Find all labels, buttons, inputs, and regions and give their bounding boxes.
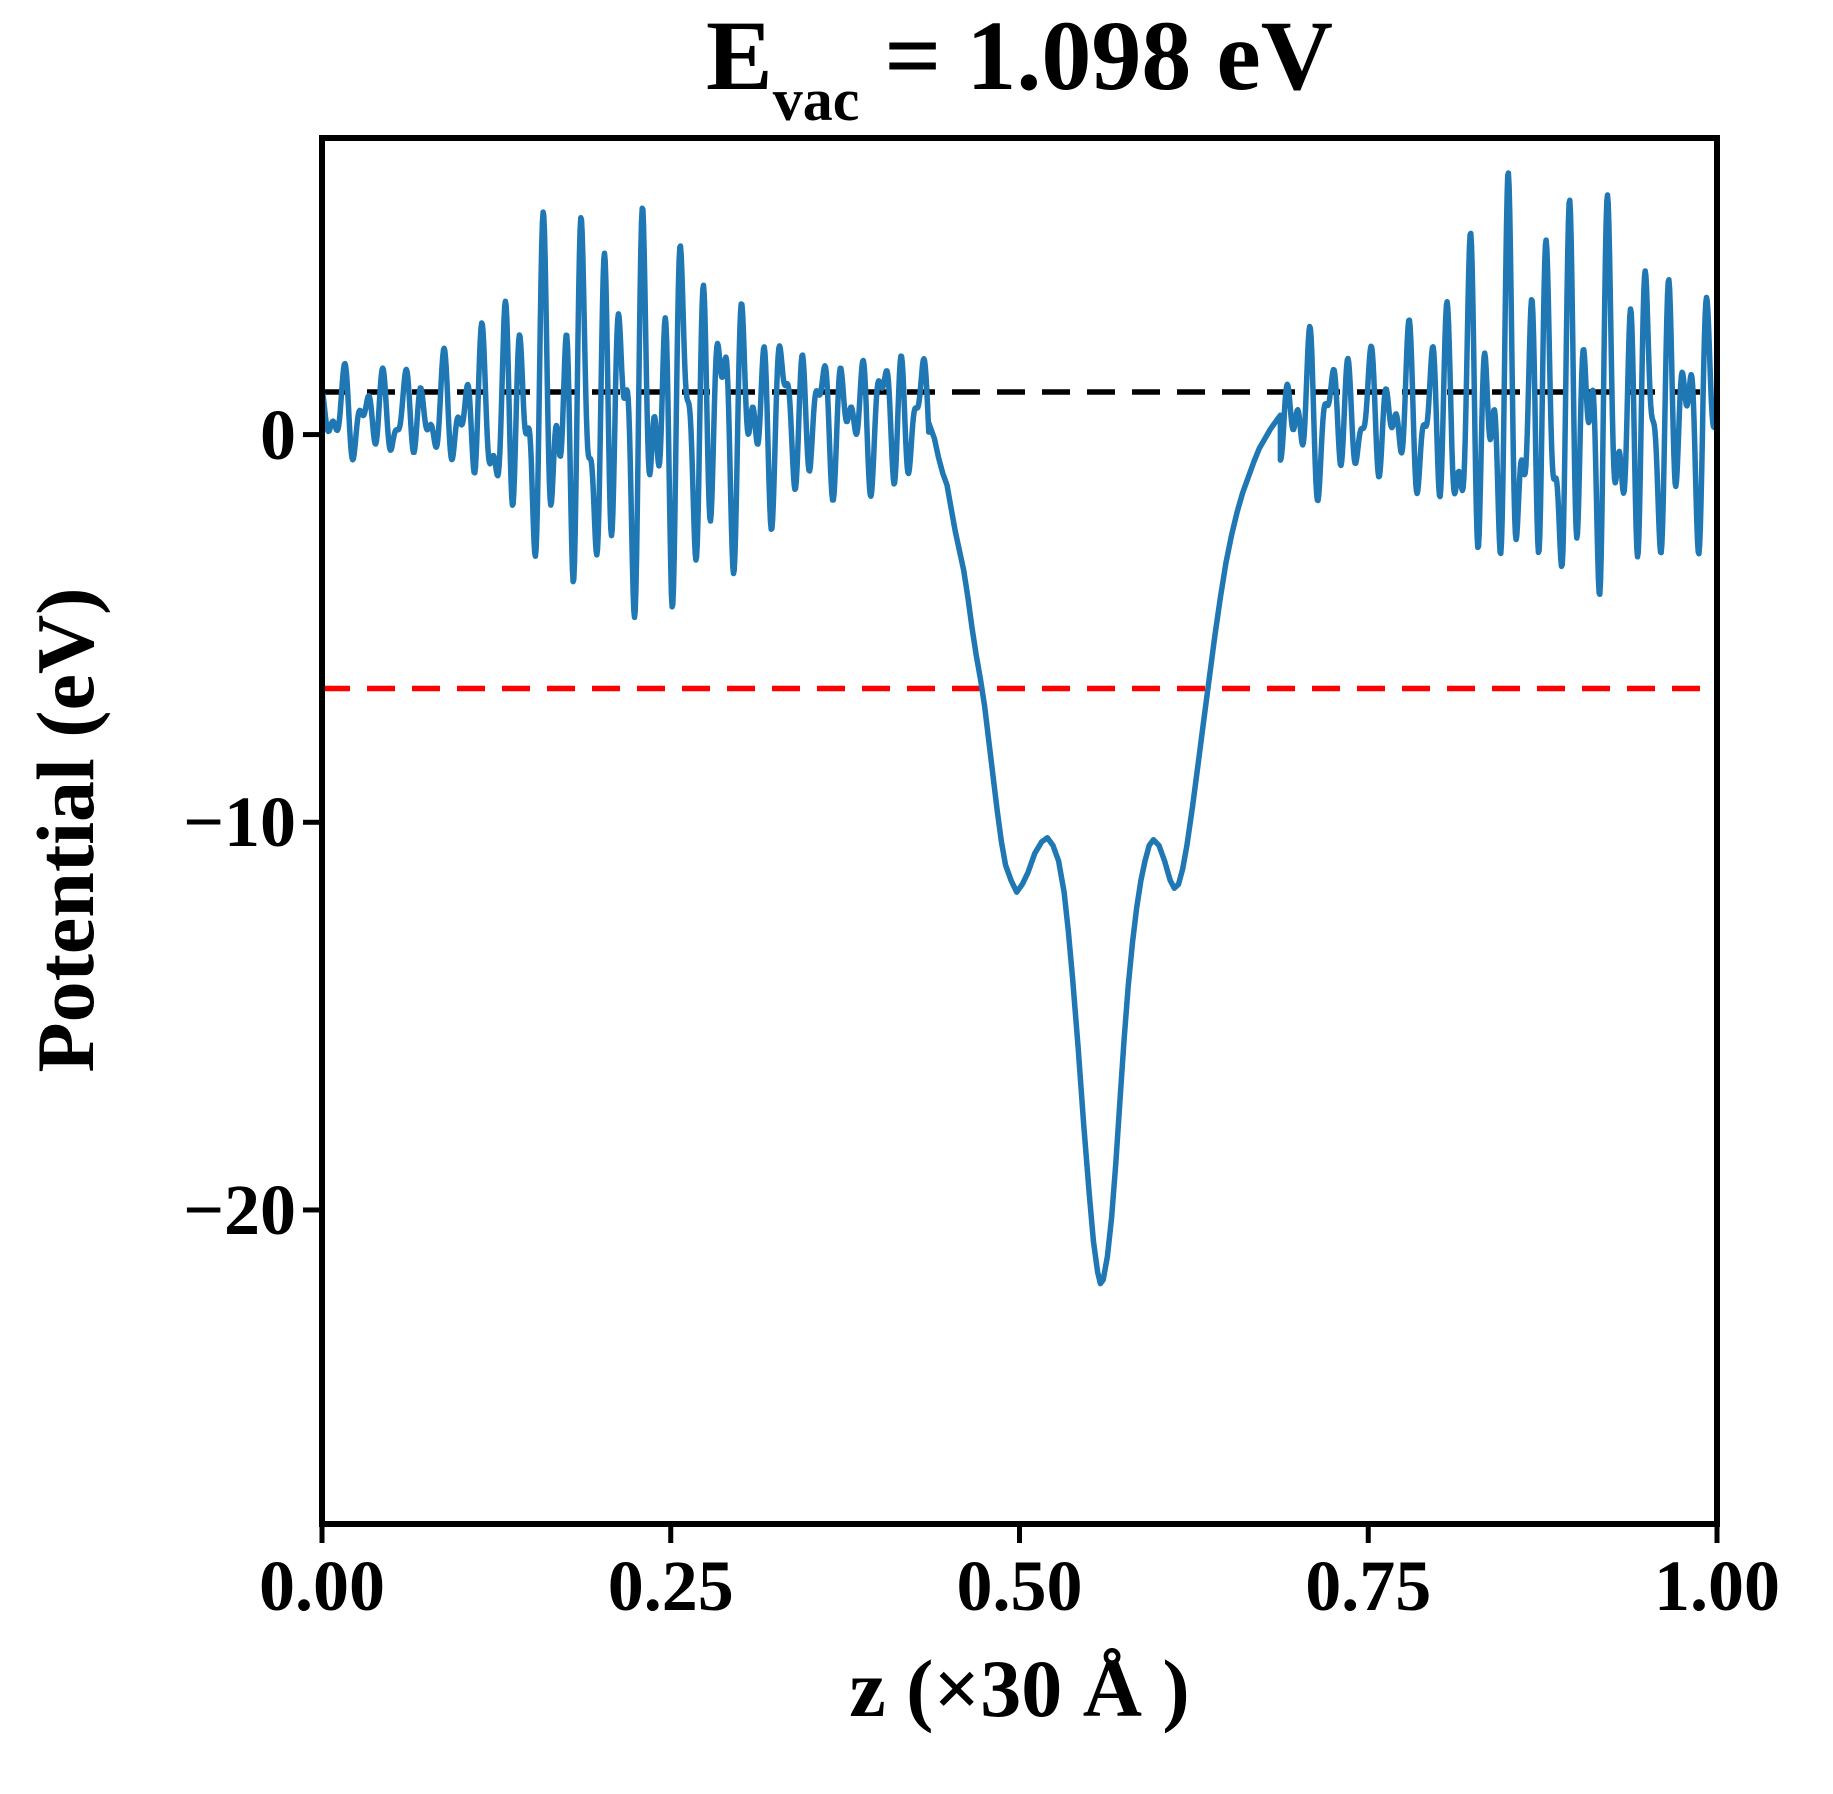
y-tick-label: −10 xyxy=(182,782,296,863)
x-tick-label: 1.00 xyxy=(1654,1546,1780,1626)
tick-marks xyxy=(303,432,1720,1543)
x-tick-label: 0.75 xyxy=(1305,1546,1432,1626)
x-tick-label: 0.00 xyxy=(259,1546,385,1626)
y-tick-label: 0 xyxy=(260,394,296,475)
x-tick-label: 0.50 xyxy=(956,1546,1083,1626)
potential-curve xyxy=(319,170,1720,1287)
x-axis-label: z (×30 Å ) xyxy=(849,1643,1190,1734)
y-tick-label: −20 xyxy=(182,1169,296,1250)
x-tick-label: 0.25 xyxy=(607,1546,734,1626)
title-symbol: E xyxy=(706,0,773,111)
title-subscript: vac xyxy=(772,66,860,133)
title-value: = 1.098 eV xyxy=(859,0,1333,111)
chart-title: Evac = 1.098 eV xyxy=(322,0,1717,130)
axes-spines xyxy=(319,135,1720,1527)
